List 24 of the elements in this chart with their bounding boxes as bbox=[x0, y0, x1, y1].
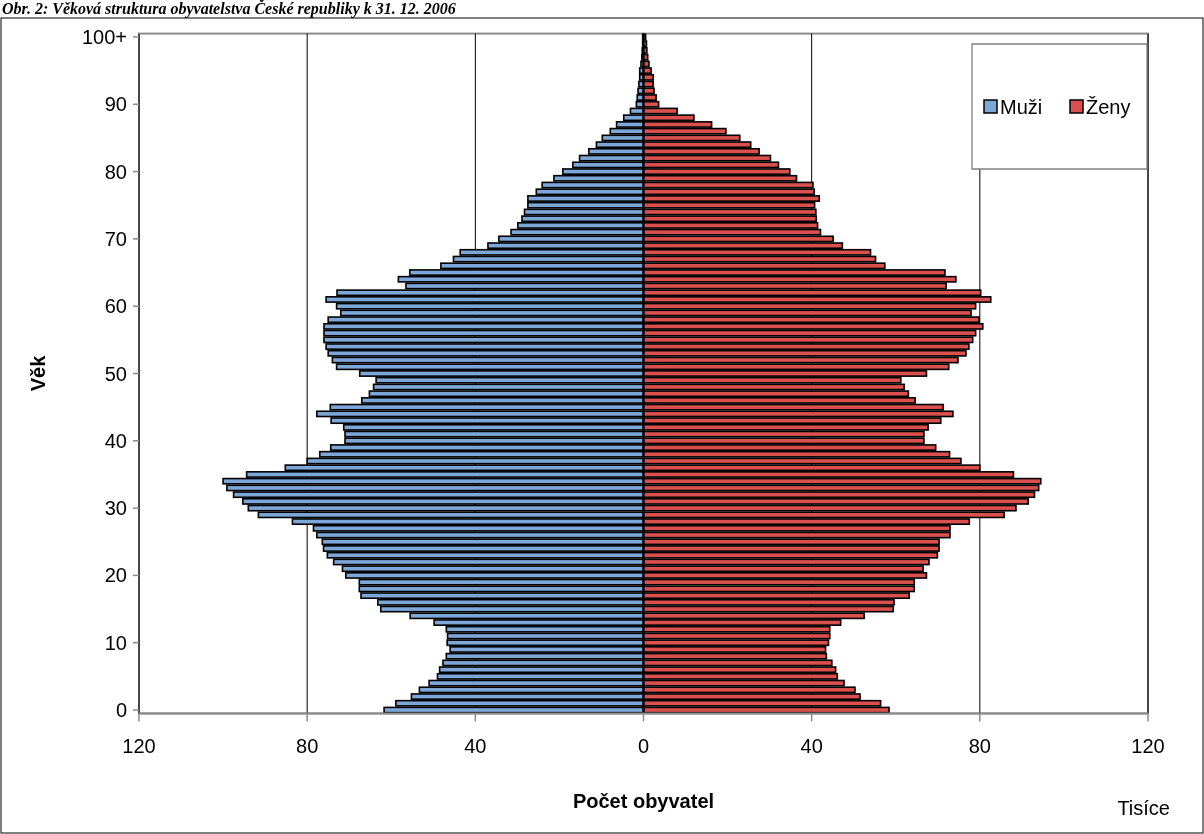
legend-label: Ženy bbox=[1086, 96, 1131, 118]
y-tick-label: 40 bbox=[104, 429, 127, 452]
x-tick-label: 40 bbox=[800, 735, 823, 758]
y-tick-label: 0 bbox=[115, 699, 127, 722]
x-tick-label: 40 bbox=[464, 735, 487, 758]
y-tick-label: 100+ bbox=[81, 25, 127, 48]
y-axis-title: Věk bbox=[27, 354, 49, 392]
y-tick-label: 10 bbox=[104, 631, 127, 654]
y-tick-label: 70 bbox=[104, 227, 127, 250]
text: Tisíce bbox=[1117, 797, 1170, 819]
y-tick-label: 50 bbox=[104, 362, 127, 385]
y-tick-label: 60 bbox=[104, 295, 127, 318]
x-tick-label: 80 bbox=[296, 735, 319, 758]
x-tick-label: 0 bbox=[637, 735, 650, 758]
x-tick-label: 120 bbox=[122, 735, 156, 758]
y-tick-label: 80 bbox=[104, 160, 127, 183]
y-tick-label: 20 bbox=[104, 564, 127, 587]
x-tick-label: 80 bbox=[968, 735, 991, 758]
y-tick-label: 90 bbox=[104, 93, 127, 116]
chart-title: Obr. 2: Věková struktura obyvatelstva České republiky k 31. 12. 2006 bbox=[2, 0, 456, 18]
y-tick-label: 30 bbox=[104, 497, 127, 520]
legend-label: Muži bbox=[1000, 96, 1043, 118]
x-tick-label: 120 bbox=[1131, 735, 1165, 758]
x-axis-title: Počet obyvatel bbox=[572, 790, 715, 812]
